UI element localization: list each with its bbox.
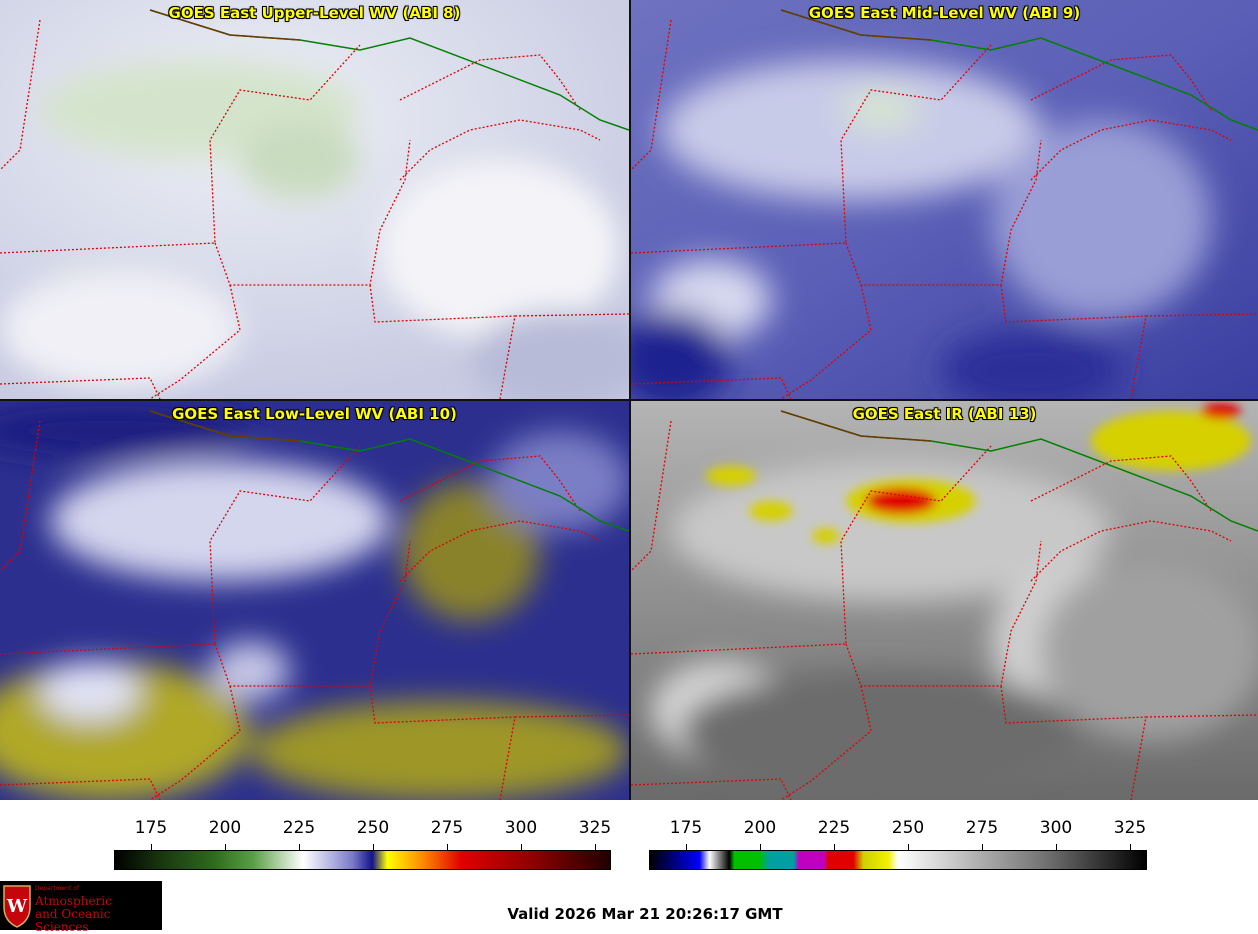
colorbar-ir-tick: 225 — [817, 818, 851, 838]
colorbar-ir-tickmark — [760, 844, 761, 850]
panel-low-level-wv: GOES East Low-Level WV (ABI 10) — [0, 401, 629, 800]
logo-line-1: Atmospheric — [35, 894, 112, 908]
colorbar-ir-tickmark — [1056, 844, 1057, 850]
colorbar-wv-tickmark — [521, 844, 522, 850]
colorbar-ir-tick: 300 — [1039, 818, 1073, 838]
colorbar-ir-tickmark — [908, 844, 909, 850]
colorbar-wv-tickmark — [595, 844, 596, 850]
colorbar-wv-tick: 325 — [578, 818, 612, 838]
colorbar-wv-tickmark — [151, 844, 152, 850]
satellite-image-upper — [0, 0, 629, 399]
colorbar-wv-tick: 175 — [134, 818, 168, 838]
uw-crest-icon: W — [3, 885, 31, 928]
colorbar-wv-tickmark — [299, 844, 300, 850]
satellite-image-ir — [631, 401, 1258, 800]
uw-aos-logo: W Department of Atmospheric and Oceanic … — [0, 881, 162, 934]
colorbar-ir-tick: 175 — [669, 818, 703, 838]
colorbar-wv-tick: 300 — [504, 818, 538, 838]
colorbar-wv-tick: 225 — [282, 818, 316, 838]
colorbar-wv-ticks: 175 200 225 250 275 300 325 — [114, 818, 612, 850]
colorbar-wv — [114, 850, 611, 870]
panel-upper-level-wv: GOES East Upper-Level WV (ABI 8) — [0, 0, 629, 399]
satellite-image-mid — [631, 0, 1258, 399]
colorbar-ir-ticks: 175 200 225 250 275 300 325 — [649, 818, 1147, 850]
satellite-image-low — [0, 401, 629, 800]
panel-title-upper: GOES East Upper-Level WV (ABI 8) — [168, 4, 461, 22]
panel-ir: GOES East IR (ABI 13) — [631, 401, 1258, 800]
panel-title-mid: GOES East Mid-Level WV (ABI 9) — [808, 4, 1081, 22]
logo-department-label: Department of — [35, 885, 79, 892]
colorbar-ir-tick: 250 — [891, 818, 925, 838]
colorbar-wv-tick: 250 — [356, 818, 390, 838]
colorbar-wv-tick: 275 — [430, 818, 464, 838]
colorbar-ir-tickmark — [834, 844, 835, 850]
colorbar-wv-tick: 200 — [208, 818, 242, 838]
colorbar-wv-tickmark — [373, 844, 374, 850]
valid-time: Valid 2026 Mar 21 20:26:17 GMT — [507, 905, 783, 923]
colorbar-ir — [649, 850, 1147, 870]
panel-mid-level-wv: GOES East Mid-Level WV (ABI 9) — [631, 0, 1258, 399]
colorbar-ir-tickmark — [1130, 844, 1131, 850]
colorbar-ir-tick: 200 — [743, 818, 777, 838]
panel-title-ir: GOES East IR (ABI 13) — [852, 405, 1037, 423]
colorbar-wv-tickmark — [225, 844, 226, 850]
panel-title-low: GOES East Low-Level WV (ABI 10) — [172, 405, 457, 423]
colorbar-ir-tickmark — [982, 844, 983, 850]
colorbar-wv-tickmark — [447, 844, 448, 850]
colorbar-ir-tick: 275 — [965, 818, 999, 838]
svg-text:W: W — [6, 896, 28, 917]
panel-divider-horizontal — [0, 399, 1258, 401]
colorbar-ir-tick: 325 — [1113, 818, 1147, 838]
colorbar-ir-tickmark — [686, 844, 687, 850]
